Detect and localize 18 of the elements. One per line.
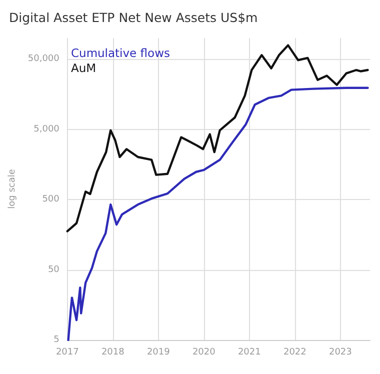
y-tick-label: 5,000 xyxy=(34,124,60,134)
x-tick-label: 2017 xyxy=(56,348,79,358)
x-tick-label: 2020 xyxy=(192,348,216,358)
x-tick-label: 2023 xyxy=(328,348,352,358)
chart-title: Digital Asset ETP Net New Assets US$m xyxy=(9,10,258,25)
x-tick-label: 2021 xyxy=(238,348,261,358)
y-axis-title: log scale xyxy=(8,168,18,209)
x-tick-label: 2019 xyxy=(146,348,170,358)
text: Cumulative flows xyxy=(71,46,170,60)
text: AuM xyxy=(71,61,96,75)
line-series xyxy=(66,44,369,232)
y-tick-label: 500 xyxy=(42,194,60,205)
x-tick-label: 2022 xyxy=(283,348,306,358)
line-series xyxy=(67,86,369,342)
y-tick-label: 50,000 xyxy=(28,54,60,64)
y-tick-label: 50 xyxy=(48,264,60,275)
y-tick-label: 5 xyxy=(54,335,60,345)
x-tick-label: 2018 xyxy=(101,348,125,358)
